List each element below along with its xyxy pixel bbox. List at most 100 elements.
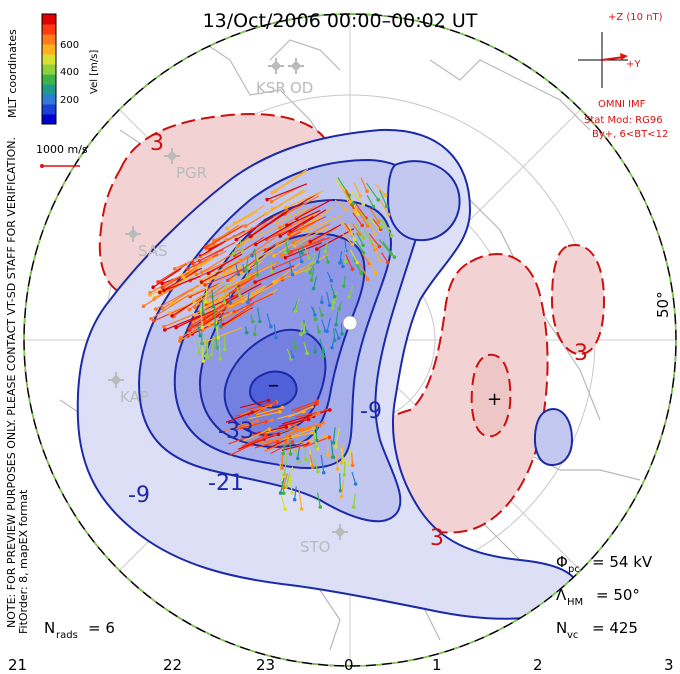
potential-minimum-marker: – (268, 373, 279, 398)
velocity-vector (194, 285, 226, 308)
vector-origin (170, 314, 174, 318)
velocity-vector (240, 404, 271, 416)
dusk-cell-lobe (386, 160, 461, 242)
vector-origin (328, 408, 332, 412)
velocity-vector (345, 254, 353, 270)
vector-origin (323, 249, 327, 254)
velocity-vector (294, 227, 328, 247)
velocity-vector (340, 447, 345, 461)
velocity-vector (183, 256, 216, 278)
velocity-vector (295, 409, 326, 419)
vector-origin (282, 472, 287, 477)
vector-origin (274, 221, 279, 225)
coordinate-system-label: MLT coordinates (6, 29, 19, 118)
vector-origin (255, 418, 259, 423)
vector-origin (348, 200, 353, 204)
velocity-vector (340, 219, 352, 235)
radar-label-sto: STO (300, 538, 331, 556)
vector-origin (334, 322, 338, 327)
velocity-vector (368, 207, 379, 223)
velocity-vector (199, 307, 203, 328)
hm-sub: HM (567, 597, 583, 608)
vector-origin (270, 418, 274, 422)
vector-origin (314, 444, 319, 449)
vector-origin (318, 505, 323, 509)
radar-label-pgr: PGR (176, 164, 207, 182)
vector-origin (266, 398, 271, 403)
magnetic-pole-marker (342, 315, 358, 331)
vector-origin (272, 253, 276, 258)
velocity-vector (310, 267, 315, 281)
vector-origin (371, 204, 376, 209)
velocity-vector (359, 211, 369, 224)
vector-origin (343, 259, 348, 264)
vector-origin (327, 303, 332, 307)
velocity-vector (282, 473, 288, 489)
vector-origin (290, 490, 295, 495)
mlt-axis: 21 22 23 0 1 2 3 (8, 656, 674, 674)
velocity-vector (312, 432, 317, 447)
colorbar-segment (42, 84, 56, 95)
velocity-vector (257, 307, 261, 322)
velocity-vector (349, 196, 359, 215)
contour-label-pos-3a: 3 (150, 131, 164, 156)
velocity-vector (200, 259, 240, 281)
vector-origin (205, 356, 210, 360)
colorbar-segment (42, 24, 56, 35)
vector-origin (316, 411, 321, 415)
vector-origin (316, 469, 320, 474)
vector-origin (192, 299, 196, 304)
vector-origin (302, 330, 306, 335)
velocity-vector (367, 220, 376, 235)
radar-marker-pgr (164, 148, 180, 164)
velocity-vector (272, 252, 310, 269)
vector-origin (361, 202, 366, 207)
vector-origin (315, 247, 319, 251)
velocity-vector (255, 406, 283, 416)
vector-origin (294, 425, 298, 429)
imf-source: OMNI IMF (598, 99, 646, 110)
contour-label-neg-9b: -9 (360, 399, 382, 424)
nvc-value: = 425 (592, 619, 638, 637)
vector-origin (306, 417, 311, 422)
scale-vector-origin (40, 164, 44, 168)
velocity-vector (368, 233, 380, 247)
velocity-vector (343, 459, 346, 475)
vector-origin (281, 491, 286, 496)
vector-origin (379, 225, 384, 229)
vector-origin (361, 250, 366, 255)
velocity-vector (361, 252, 370, 264)
velocity-vector (187, 253, 219, 270)
vector-origin (216, 336, 221, 340)
vector-origin (389, 234, 394, 238)
velocity-vector (198, 294, 239, 313)
imf-z-label: +Z (10 nT) (608, 12, 663, 23)
velocity-vector (253, 401, 277, 415)
vector-origin (258, 319, 262, 324)
vector-origin (200, 270, 204, 275)
velocity-vector (205, 338, 208, 356)
velocity-vector (306, 214, 343, 232)
vector-origin (321, 470, 326, 475)
vector-origin (246, 300, 250, 305)
vector-origin (299, 259, 304, 264)
vector-origin (321, 354, 325, 359)
velocity-colorbar (42, 14, 56, 125)
velocity-vector (226, 211, 258, 229)
velocity-vector (197, 323, 201, 336)
velocity-vector (286, 209, 321, 226)
velocity-vector (351, 471, 357, 485)
vector-origin (350, 267, 355, 271)
mlt-tick-label: 2 (533, 656, 543, 674)
velocity-vector (195, 339, 200, 353)
vector-origin (290, 440, 295, 444)
vector-origin (273, 400, 278, 405)
velocity-vector (360, 177, 368, 192)
velocity-vector (280, 494, 286, 510)
vector-origin (386, 260, 390, 265)
velocity-vector (295, 435, 326, 445)
vector-origin (293, 309, 298, 313)
velocity-vector (303, 342, 308, 354)
colorbar-label: Vel [m/s] (89, 50, 100, 94)
mlt-tick-label: 22 (163, 656, 182, 674)
